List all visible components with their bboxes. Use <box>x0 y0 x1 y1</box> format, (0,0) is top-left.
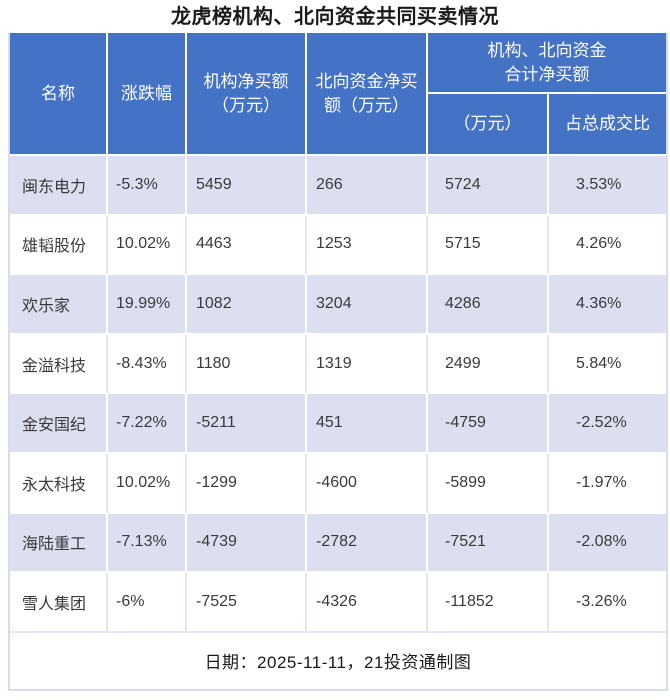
table-body: 闽东电力 -5.3% 5459 266 5724 3.53% 雄韬股份 10.0… <box>10 156 666 633</box>
stock-name-cell: 闽东电力 <box>10 156 108 216</box>
stock-name-cell: 雪人集团 <box>10 573 108 633</box>
table-row: 永太科技 10.02% -1299 -4600 -5899 -1.97% <box>10 453 666 514</box>
header-row-top: 名称 涨跌幅 机构净买额 （万元） 北向资金净买 额（万元） 机构、北向资金 合… <box>10 33 666 156</box>
combined-ratio-cell: 4.26% <box>549 215 666 276</box>
stock-name-cell: 雄韬股份 <box>10 215 108 276</box>
inst-net-buy-cell: -7525 <box>187 573 307 633</box>
combined-amount-cell: -7521 <box>428 513 549 574</box>
change-cell: 10.02% <box>108 453 187 514</box>
stock-name-cell: 永太科技 <box>10 453 108 514</box>
table-row: 海陆重工 -7.13% -4739 -2782 -7521 -2.08% <box>10 513 666 574</box>
north-net-buy-cell: 1319 <box>307 334 428 395</box>
combined-amount-cell: 5724 <box>428 156 549 216</box>
header-row-sub: （万元） 占总成交比 <box>10 94 666 156</box>
stock-name-cell: 金安国纪 <box>10 394 108 454</box>
inst-net-buy-cell: 1180 <box>187 334 307 395</box>
col-header-combined-group: 机构、北向资金 合计净买额 <box>428 33 666 94</box>
col-header-combined-ratio: 占总成交比 <box>549 94 666 156</box>
combined-ratio-cell: 4.36% <box>549 275 666 335</box>
table-row: 欢乐家 19.99% 1082 3204 4286 4.36% <box>10 275 666 335</box>
table-footer: 日期：2025-11-11，21投资通制图 <box>10 632 666 689</box>
combined-amount-cell: -4759 <box>428 394 549 454</box>
north-net-buy-cell: 3204 <box>307 275 428 335</box>
combined-amount-cell: -5899 <box>428 453 549 514</box>
table-row: 金安国纪 -7.22% -5211 451 -4759 -2.52% <box>10 394 666 454</box>
table-row: 雪人集团 -6% -7525 -4326 -11852 -3.26% <box>10 573 666 633</box>
change-cell: -5.3% <box>108 156 187 216</box>
change-cell: -7.13% <box>108 513 187 574</box>
stock-name-cell: 金溢科技 <box>10 334 108 395</box>
change-cell: -8.43% <box>108 334 187 395</box>
combined-ratio-cell: 3.53% <box>549 156 666 216</box>
footer-row: 日期：2025-11-11，21投资通制图 <box>10 632 666 689</box>
change-cell: -7.22% <box>108 394 187 454</box>
col-header-inst-net-buy: 机构净买额 （万元） <box>187 33 307 156</box>
table-row: 闽东电力 -5.3% 5459 266 5724 3.53% <box>10 156 666 216</box>
combined-ratio-cell: -2.52% <box>549 394 666 454</box>
north-net-buy-cell: 266 <box>307 156 428 216</box>
change-cell: -6% <box>108 573 187 633</box>
page-title: 龙虎榜机构、北向资金共同买卖情况 <box>171 6 499 28</box>
table-header: 名称 涨跌幅 机构净买额 （万元） 北向资金净买 额（万元） 机构、北向资金 合… <box>10 33 666 156</box>
stock-name-cell: 海陆重工 <box>10 513 108 574</box>
table-row: 雄韬股份 10.02% 4463 1253 5715 4.26% <box>10 215 666 276</box>
inst-net-buy-cell: -1299 <box>187 453 307 514</box>
combined-ratio-cell: -2.08% <box>549 513 666 574</box>
inst-net-buy-cell: 4463 <box>187 215 307 276</box>
combined-ratio-cell: -3.26% <box>549 573 666 633</box>
col-header-north-net-buy: 北向资金净买 额（万元） <box>307 33 428 156</box>
inst-net-buy-cell: -5211 <box>187 394 307 454</box>
col-header-combined-amount: （万元） <box>428 94 549 156</box>
col-header-name: 名称 <box>10 33 108 156</box>
change-cell: 19.99% <box>108 275 187 335</box>
north-net-buy-cell: 1253 <box>307 215 428 276</box>
combined-amount-cell: 4286 <box>428 275 549 335</box>
combined-ratio-cell: -1.97% <box>549 453 666 514</box>
combined-amount-cell: -11852 <box>428 573 549 633</box>
data-table: 名称 涨跌幅 机构净买额 （万元） 北向资金净买 额（万元） 机构、北向资金 合… <box>8 33 668 691</box>
north-net-buy-cell: -2782 <box>307 513 428 574</box>
date-caption: 日期：2025-11-11，21投资通制图 <box>10 632 666 689</box>
inst-net-buy-cell: -4739 <box>187 513 307 574</box>
combined-ratio-cell: 5.84% <box>549 334 666 395</box>
north-net-buy-cell: -4600 <box>307 453 428 514</box>
north-net-buy-cell: 451 <box>307 394 428 454</box>
table-row: 金溢科技 -8.43% 1180 1319 2499 5.84% <box>10 334 666 395</box>
combined-amount-cell: 5715 <box>428 215 549 276</box>
combined-amount-cell: 2499 <box>428 334 549 395</box>
north-net-buy-cell: -4326 <box>307 573 428 633</box>
change-cell: 10.02% <box>108 215 187 276</box>
stock-name-cell: 欢乐家 <box>10 275 108 335</box>
inst-net-buy-cell: 1082 <box>187 275 307 335</box>
col-header-change: 涨跌幅 <box>108 33 187 156</box>
inst-net-buy-cell: 5459 <box>187 156 307 216</box>
